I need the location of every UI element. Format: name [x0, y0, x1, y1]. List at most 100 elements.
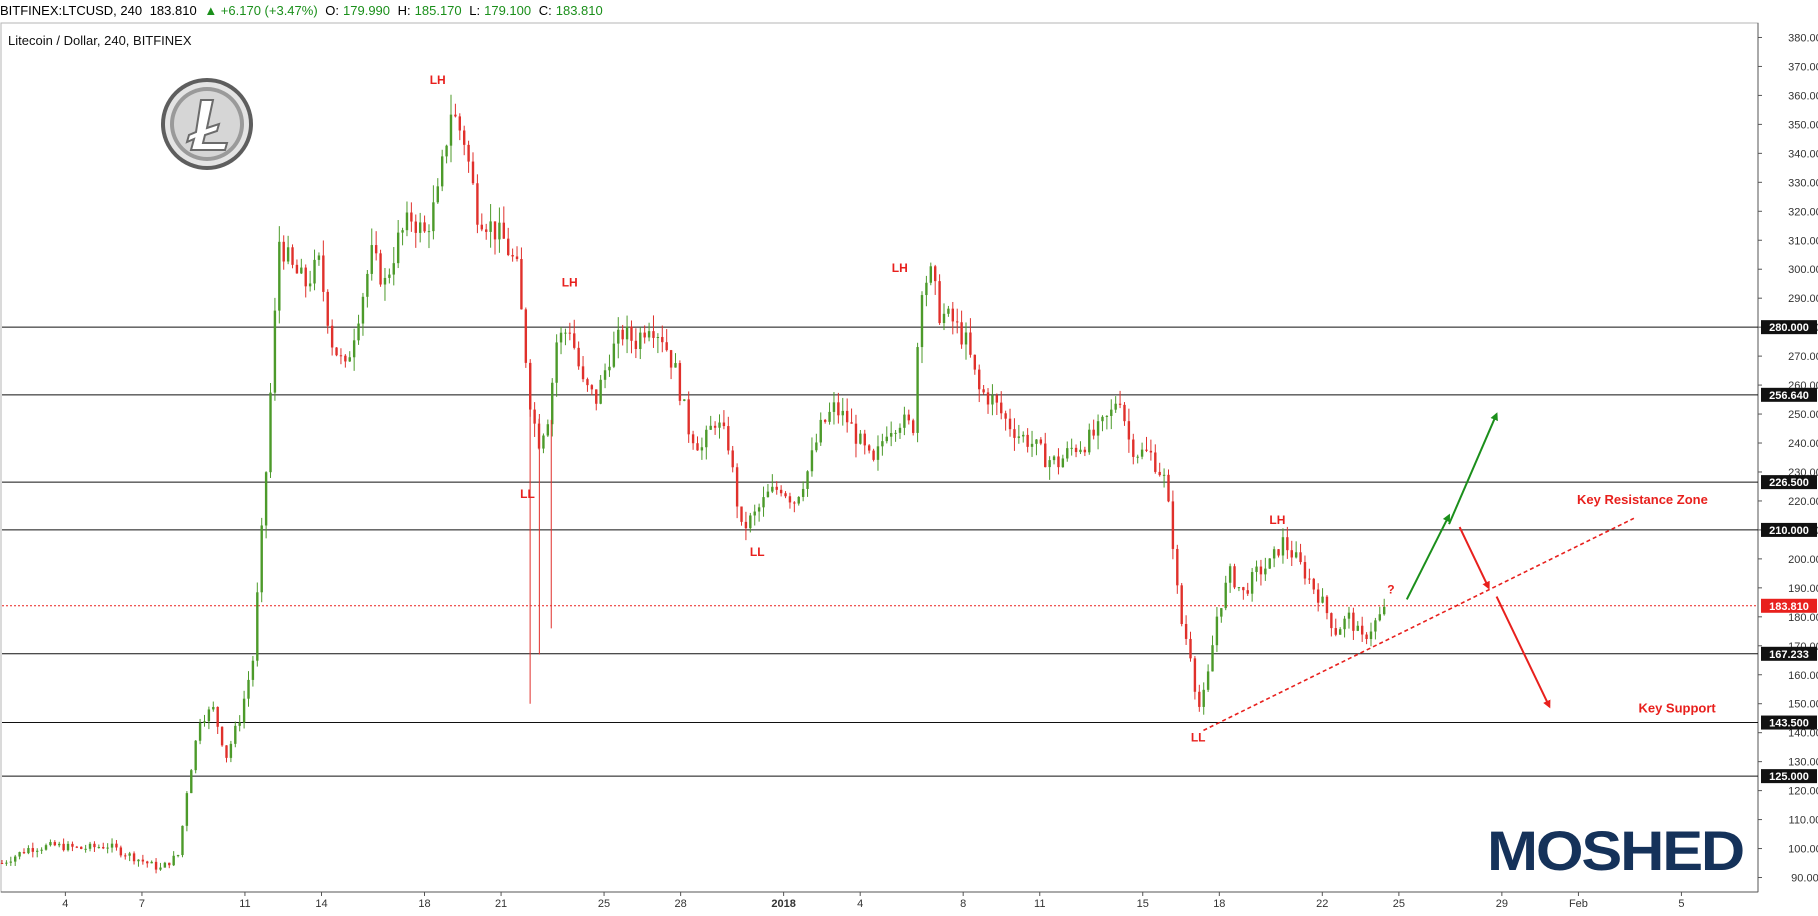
candle-body — [722, 422, 726, 427]
candle-body — [978, 369, 981, 390]
candle-body — [797, 496, 800, 504]
y-tick-label: 270.000 — [1788, 351, 1818, 363]
green-arrow — [1405, 513, 1450, 600]
candle-body — [1369, 631, 1373, 640]
candle-body — [696, 443, 699, 451]
time-axis: 4 7 11 14 18 21 25 28 2018 4 8 11 15 18 22 25 29 Feb 5 — [62, 892, 1684, 910]
swing-label: LH — [562, 276, 578, 290]
candle-body — [1057, 456, 1060, 468]
candle-body — [1325, 596, 1329, 614]
candle-body — [1233, 566, 1236, 588]
candle-body — [1264, 568, 1267, 575]
candle-body — [58, 843, 61, 846]
candle-body — [1030, 443, 1034, 447]
candle-body — [603, 370, 607, 380]
candle-body — [493, 221, 497, 240]
candle-body — [683, 399, 686, 401]
candle-body — [93, 843, 96, 848]
candle-body — [1272, 549, 1276, 559]
candle-body — [1004, 413, 1007, 419]
candle-body — [559, 332, 563, 343]
candle-body — [1250, 572, 1254, 594]
candle-body — [1079, 449, 1082, 453]
price-change: ▲ +6.170 (+3.47%) — [204, 3, 318, 18]
chart-frame — [0, 22, 1759, 893]
x-tick-label: 18 — [1213, 898, 1225, 910]
swing-label: LH — [1269, 513, 1285, 527]
candle-body — [207, 709, 211, 722]
candle-body — [449, 114, 453, 146]
level-badge — [1761, 475, 1817, 490]
candle-body — [414, 221, 417, 233]
watermark-text: MOSHED — [1487, 822, 1744, 878]
x-tick-label: 11 — [1034, 898, 1045, 910]
candle-body — [88, 843, 92, 849]
candle-body — [1281, 537, 1285, 556]
candle-body — [308, 283, 312, 287]
candle-body — [713, 425, 717, 428]
candle-body — [964, 332, 968, 345]
candle-body — [427, 231, 431, 233]
level-badge-label: 226.500 — [1769, 477, 1809, 489]
y-tick-label: 340.000 — [1788, 148, 1818, 160]
candle-body — [854, 423, 858, 444]
candle-body — [1303, 562, 1307, 579]
red-arrow — [1458, 526, 1490, 590]
candle-body — [225, 745, 228, 758]
x-tick-label: 14 — [315, 898, 327, 910]
candle-body — [361, 296, 365, 324]
candle-body — [916, 347, 919, 433]
candle-body — [242, 698, 246, 723]
candle-body — [784, 493, 787, 497]
candle-body — [911, 420, 915, 433]
candle-body — [573, 333, 576, 348]
x-tick-label: 29 — [1496, 898, 1508, 910]
y-tick-label: 110.000 — [1789, 815, 1818, 827]
candle-body — [823, 419, 827, 422]
swing-label: LH — [892, 261, 908, 275]
candle-body — [850, 422, 853, 424]
red-arrow — [1495, 596, 1551, 709]
candle-body — [326, 291, 329, 326]
candle-body — [229, 743, 233, 758]
candle-body — [1114, 403, 1117, 410]
candle-body — [1224, 582, 1227, 609]
x-tick-label: 8 — [960, 898, 966, 910]
candle-body — [533, 409, 536, 424]
candle-body — [630, 326, 633, 341]
candle-body — [1246, 590, 1249, 594]
candle-body — [872, 450, 875, 460]
candle-body — [49, 842, 52, 846]
candle-body — [97, 847, 101, 849]
candle-body — [1255, 566, 1258, 573]
candle-body — [1228, 566, 1232, 583]
y-tick-label: 150.000 — [1788, 699, 1818, 711]
candle-body — [71, 843, 74, 847]
y-tick-label: 380.000 — [1788, 32, 1818, 44]
candle-body — [612, 343, 616, 367]
candle-body — [1167, 474, 1170, 502]
candle-body — [454, 114, 457, 117]
y-tick-label: 250.000 — [1788, 409, 1818, 421]
candle-body — [542, 435, 545, 449]
candle-body — [859, 433, 862, 444]
y-tick-label: 130.000 — [1788, 757, 1818, 769]
candle-body — [907, 414, 910, 421]
candle-body — [304, 267, 307, 287]
candle-body — [1008, 418, 1012, 430]
candle-body — [819, 419, 822, 443]
high-value: 185.170 — [414, 3, 462, 18]
x-tick-label: 22 — [1316, 898, 1328, 910]
price-axis: 90.000 100.000 110.000 120.000 130.000 140.00… — [1758, 32, 1818, 885]
candle-body — [1083, 449, 1087, 453]
candle-body — [102, 847, 105, 849]
candle-body — [66, 843, 70, 851]
candle-body — [401, 230, 404, 233]
candle-body — [141, 859, 145, 862]
candle-body — [1145, 449, 1148, 451]
candle-body — [801, 488, 805, 497]
candle-body — [436, 186, 439, 203]
candle-body — [1110, 409, 1113, 416]
candle-body — [75, 846, 79, 848]
